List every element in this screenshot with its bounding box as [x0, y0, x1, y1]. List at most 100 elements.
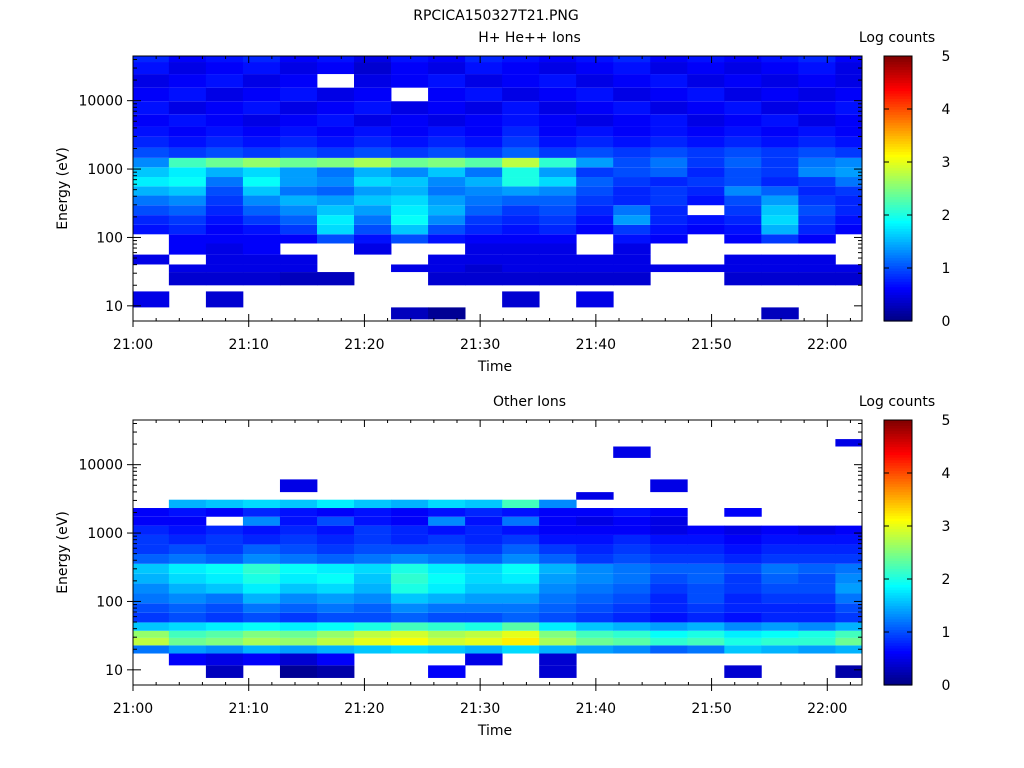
colorbar-step [884, 244, 912, 248]
heatmap-cell [502, 56, 540, 63]
heatmap-cell [205, 525, 244, 535]
heatmap-cell [650, 126, 688, 137]
heatmap-cell [168, 264, 207, 273]
heatmap-cell [168, 74, 207, 88]
heatmap-cell [613, 243, 651, 255]
heatmap-cell [205, 186, 244, 196]
heatmap-cell [613, 234, 651, 244]
colorbar-step [884, 154, 912, 158]
heatmap-cell [465, 593, 503, 604]
colorbar-step [884, 212, 912, 216]
panel-h-he-ions: H+ He++ Ions 21:00 21:10 21:20 21:30 21:40 21:… [55, 30, 951, 375]
heatmap-cell [687, 264, 725, 273]
heatmap-cell [650, 157, 688, 168]
heatmap-cell [761, 525, 799, 535]
heatmap-cell [242, 525, 281, 535]
heatmap-cell [279, 272, 318, 286]
heatmap-cell [724, 603, 762, 613]
heatmap-cell [576, 136, 614, 148]
heatmap-cell [354, 573, 392, 584]
colorbar-step [884, 193, 912, 198]
heatmap-cell [428, 254, 466, 265]
heatmap-cell [391, 525, 429, 535]
colorbar-step [884, 58, 912, 62]
heatmap-cell [465, 603, 503, 613]
heatmap-cell [168, 177, 207, 187]
colorbar-step [884, 650, 912, 654]
colorbar-step [884, 294, 912, 298]
heatmap-cell [391, 554, 429, 564]
colorbar-step [884, 655, 912, 660]
colorbar-step [884, 433, 912, 437]
heatmap-cell [761, 205, 799, 216]
heatmap-cell [835, 186, 863, 196]
heatmap-cell [465, 525, 503, 535]
heatmap-cell [168, 573, 207, 584]
heatmap-cell [465, 254, 503, 265]
heatmap-cell [724, 205, 762, 216]
heatmap-cell [835, 593, 863, 604]
heatmap-cell [539, 186, 577, 196]
colorbar-step [884, 586, 912, 591]
colorbar-step [884, 632, 912, 636]
heatmap-cell [465, 243, 503, 255]
heatmap-cell [279, 195, 318, 206]
heatmap-cell [316, 544, 355, 555]
heatmap-cell [576, 101, 614, 115]
heatmap-cell [316, 534, 355, 545]
heatmap-cell [576, 195, 614, 206]
heatmap-cell [761, 272, 799, 286]
heatmap-cell [168, 516, 207, 526]
heatmap-cell [279, 157, 318, 168]
heatmap-cell [761, 254, 799, 265]
heatmap-cell [502, 593, 540, 604]
colorbar-step [884, 297, 912, 301]
colorbar-step [884, 289, 912, 293]
colorbar-tick-label: 5 [942, 413, 951, 429]
heatmap-cell [761, 167, 799, 178]
colorbar-step [884, 555, 912, 559]
heatmap-cell [316, 583, 355, 594]
heatmap-cell [539, 126, 577, 137]
heatmap-cell [576, 254, 614, 265]
heatmap-cell [539, 593, 577, 604]
colorbar-step [884, 647, 912, 652]
colorbar-step [884, 111, 912, 115]
heatmap-cell [242, 205, 281, 216]
heatmap-cell [835, 554, 863, 564]
heatmap-cell [428, 637, 466, 646]
heatmap-cell [465, 234, 503, 244]
heatmap-cell [316, 637, 355, 646]
x-tick-label: 21:50 [691, 337, 731, 353]
heatmap-cell [724, 264, 762, 273]
heatmap-cell [539, 622, 577, 631]
colorbar-step [884, 621, 912, 625]
heatmap-cell [613, 630, 651, 638]
heatmap-cell [279, 205, 318, 216]
colorbar-tick-label: 3 [942, 519, 951, 535]
colorbar-step [884, 520, 912, 524]
heatmap-cell [316, 177, 355, 187]
colorbar-step [884, 531, 912, 535]
heatmap-cell [687, 630, 725, 638]
colorbar-step [884, 510, 912, 514]
colorbar-step [884, 512, 912, 516]
heatmap-cell [316, 186, 355, 196]
heatmap-cell [798, 563, 836, 574]
figure-title: RPCICA150327T21.PNG [413, 8, 578, 24]
heatmap-cell [205, 622, 244, 631]
heatmap-cell [354, 56, 392, 63]
heatmap-cell [650, 479, 688, 493]
heatmap-cell [316, 603, 355, 613]
heatmap-cell [576, 645, 614, 654]
heatmap-cell [168, 205, 207, 216]
heatmap-cell [428, 499, 466, 509]
heatmap-cell [316, 62, 355, 75]
heatmap-cell [205, 147, 244, 158]
colorbar-step [884, 669, 912, 673]
colorbar: 0 1 2 3 4 5 Log counts [859, 394, 951, 694]
heatmap-cell [133, 630, 170, 638]
heatmap-cell [539, 254, 577, 265]
heatmap-cell [539, 195, 577, 206]
heatmap-cell [465, 186, 503, 196]
